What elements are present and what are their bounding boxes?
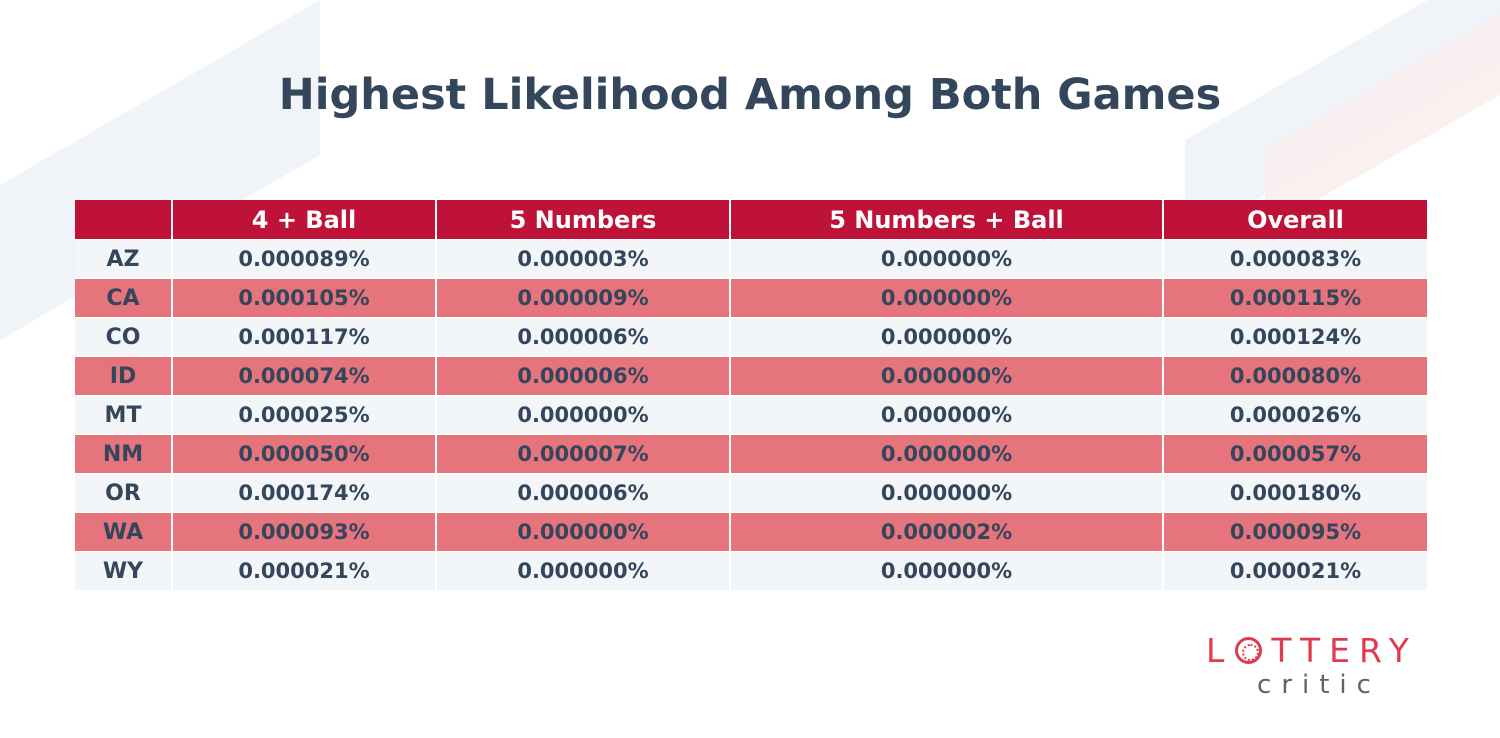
value-cell: 0.000002% [731, 513, 1162, 552]
state-cell: WA [75, 513, 171, 552]
state-cell: ID [75, 357, 171, 396]
lottery-critic-logo: L TTERY critic [1196, 630, 1428, 701]
state-cell: OR [75, 474, 171, 513]
header-overall: Overall [1164, 200, 1427, 240]
table-row: OR 0.000174% 0.000006% 0.000000% 0.00018… [75, 474, 1427, 513]
value-cell: 0.000000% [731, 474, 1162, 513]
table-row: MT 0.000025% 0.000000% 0.000000% 0.00002… [75, 396, 1427, 435]
value-cell: 0.000000% [731, 396, 1162, 435]
value-cell: 0.000105% [173, 279, 435, 318]
value-cell: 0.000000% [731, 435, 1162, 474]
logo-wordmark-top: L TTERY [1196, 630, 1428, 670]
logo-wordmark-bottom: critic [1257, 670, 1381, 700]
table-row: WA 0.000093% 0.000000% 0.000002% 0.00009… [75, 513, 1427, 552]
table-row: CA 0.000105% 0.000009% 0.000000% 0.00011… [75, 279, 1427, 318]
header-state [75, 200, 171, 240]
table-row: AZ 0.000089% 0.000003% 0.000000% 0.00008… [75, 240, 1427, 279]
value-cell: 0.000124% [1164, 318, 1427, 357]
value-cell: 0.000000% [437, 396, 729, 435]
value-cell: 0.000000% [731, 318, 1162, 357]
value-cell: 0.000074% [173, 357, 435, 396]
value-cell: 0.000095% [1164, 513, 1427, 552]
value-cell: 0.000080% [1164, 357, 1427, 396]
value-cell: 0.000050% [173, 435, 435, 474]
page-title: Highest Likelihood Among Both Games [278, 70, 1222, 120]
value-cell: 0.000000% [437, 552, 729, 591]
value-cell: 0.000174% [173, 474, 435, 513]
value-cell: 0.000007% [437, 435, 729, 474]
value-cell: 0.000000% [437, 513, 729, 552]
value-cell: 0.000000% [731, 357, 1162, 396]
state-cell: CO [75, 318, 171, 357]
value-cell: 0.000083% [1164, 240, 1427, 279]
table-row: WY 0.000021% 0.000000% 0.000000% 0.00002… [75, 552, 1427, 591]
value-cell: 0.000006% [437, 318, 729, 357]
value-cell: 0.000006% [437, 474, 729, 513]
table-row: NM 0.000050% 0.000007% 0.000000% 0.00005… [75, 435, 1427, 474]
value-cell: 0.000180% [1164, 474, 1427, 513]
value-cell: 0.000026% [1164, 396, 1427, 435]
header-5-numbers: 5 Numbers [437, 200, 729, 240]
value-cell: 0.000000% [731, 240, 1162, 279]
logo-letters-ttery: TTERY [1271, 630, 1418, 670]
table-header-row: 4 + Ball 5 Numbers 5 Numbers + Ball Over… [75, 200, 1427, 240]
state-cell: CA [75, 279, 171, 318]
value-cell: 0.000021% [173, 552, 435, 591]
value-cell: 0.000003% [437, 240, 729, 279]
lottery-ball-icon [1235, 636, 1263, 664]
value-cell: 0.000093% [173, 513, 435, 552]
header-4-plus-ball: 4 + Ball [173, 200, 435, 240]
value-cell: 0.000025% [173, 396, 435, 435]
value-cell: 0.000021% [1164, 552, 1427, 591]
likelihood-table: 4 + Ball 5 Numbers 5 Numbers + Ball Over… [73, 200, 1429, 591]
value-cell: 0.000089% [173, 240, 435, 279]
state-cell: MT [75, 396, 171, 435]
value-cell: 0.000057% [1164, 435, 1427, 474]
value-cell: 0.000117% [173, 318, 435, 357]
state-cell: AZ [75, 240, 171, 279]
value-cell: 0.000009% [437, 279, 729, 318]
value-cell: 0.000000% [731, 552, 1162, 591]
logo-letter-l: L [1206, 630, 1234, 670]
value-cell: 0.000000% [731, 279, 1162, 318]
state-cell: WY [75, 552, 171, 591]
value-cell: 0.000115% [1164, 279, 1427, 318]
table-row: CO 0.000117% 0.000006% 0.000000% 0.00012… [75, 318, 1427, 357]
table-row: ID 0.000074% 0.000006% 0.000000% 0.00008… [75, 357, 1427, 396]
state-cell: NM [75, 435, 171, 474]
value-cell: 0.000006% [437, 357, 729, 396]
header-5-numbers-plus-ball: 5 Numbers + Ball [731, 200, 1162, 240]
